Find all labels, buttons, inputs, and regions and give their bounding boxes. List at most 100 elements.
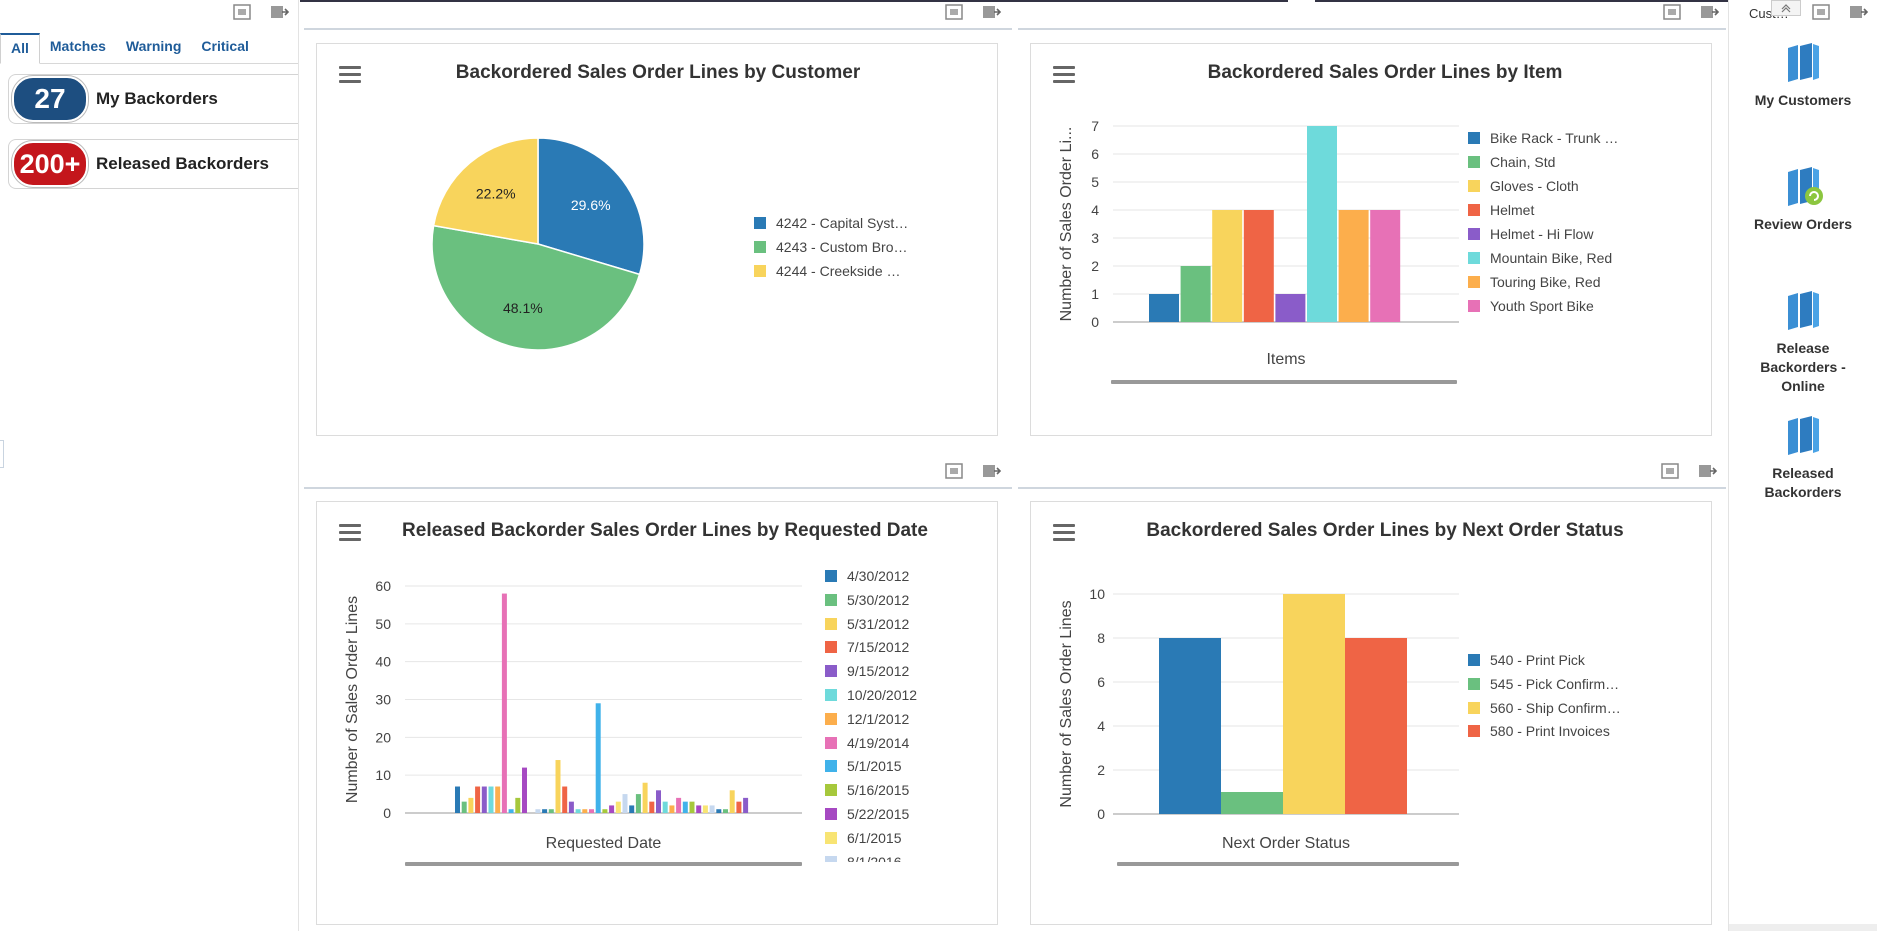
legend-item[interactable]: Touring Bike, Red <box>1468 274 1601 290</box>
legend-item[interactable]: 8/1/2016 <box>825 854 902 862</box>
bar-chart: 0 1 2 3 4 5 6 7 Items Number of Sales Order Li... <box>1058 118 1459 384</box>
bar <box>736 801 742 813</box>
alerts-panel: All Matches Warning Critical 27 My Backo… <box>0 0 299 931</box>
legend-label: 12/1/2012 <box>847 710 910 727</box>
legend-item[interactable]: Helmet <box>1468 202 1534 218</box>
chart-legend: 4/30/2012 5/30/2012 5/31/2012 7/15/2012 9/15… <box>317 502 997 862</box>
legend-swatch <box>1468 180 1480 192</box>
legend-item[interactable]: 5/1/2015 <box>825 758 902 774</box>
legend-swatch <box>1468 252 1480 264</box>
legend-item[interactable]: Chain, Std <box>1468 154 1555 170</box>
hamburger-menu-icon[interactable] <box>1053 66 1075 84</box>
books-refresh-icon <box>1788 167 1823 206</box>
tab-matches[interactable]: Matches <box>49 38 106 54</box>
y-tick-label: 3 <box>1091 230 1099 246</box>
books-icon <box>1788 43 1819 82</box>
bar <box>555 760 561 813</box>
tab-warning[interactable]: Warning <box>125 38 182 54</box>
bar <box>709 805 715 813</box>
maximize-icon[interactable] <box>1662 3 1682 21</box>
legend-item[interactable]: 10/20/2012 <box>825 687 917 703</box>
legend-item[interactable]: 580 - Print Invoices <box>1468 723 1610 739</box>
launch-released-backorders[interactable]: Released Backorders <box>1733 413 1873 502</box>
legend-item[interactable]: Helmet - Hi Flow <box>1468 226 1593 242</box>
y-tick-label: 4 <box>1097 718 1105 734</box>
export-icon[interactable] <box>270 3 290 21</box>
legend-label: 580 - Print Invoices <box>1490 723 1610 740</box>
bar <box>501 593 507 813</box>
collapse-up-icon[interactable] <box>1771 0 1801 16</box>
export-icon[interactable] <box>1700 3 1720 21</box>
legend-item[interactable]: Mountain Bike, Red <box>1468 250 1612 266</box>
bar <box>696 805 702 813</box>
y-axis-title: Number of Sales Order Li... <box>1058 127 1075 322</box>
legend-item[interactable]: 5/16/2015 <box>825 782 909 798</box>
maximize-icon[interactable] <box>944 462 964 480</box>
legend-label: 560 - Ship Confirm… <box>1490 699 1621 716</box>
legend-item[interactable]: 12/1/2012 <box>825 711 909 727</box>
legend-item[interactable]: 9/15/2012 <box>825 663 909 679</box>
export-icon[interactable] <box>982 3 1002 21</box>
legend-item[interactable]: 5/31/2012 <box>825 616 909 632</box>
bar <box>1149 294 1179 322</box>
bar <box>702 805 708 813</box>
bar <box>575 809 581 813</box>
legend-item[interactable]: Gloves - Cloth <box>1468 178 1579 194</box>
slice-label: 48.1% <box>503 300 543 316</box>
bar <box>488 786 494 813</box>
maximize-icon[interactable] <box>1660 462 1680 480</box>
legend-item[interactable]: 4243 - Custom Bro… <box>754 239 908 255</box>
collapse-handle[interactable] <box>0 440 4 468</box>
tab-all[interactable]: All <box>0 33 40 64</box>
legend-item[interactable]: Youth Sport Bike <box>1468 298 1594 314</box>
bar-chart: 0 10 20 30 40 50 60 Requested Date Number of Sal… <box>344 578 802 866</box>
hamburger-menu-icon[interactable] <box>339 524 361 542</box>
x-axis-title: Next Order Status <box>1222 835 1350 852</box>
tab-critical[interactable]: Critical <box>201 38 249 54</box>
legend-label: 4/30/2012 <box>847 568 910 584</box>
legend-label: 7/15/2012 <box>847 639 910 656</box>
launch-release-backorders-online[interactable]: Release Backorders - Online <box>1733 288 1873 396</box>
launch-label: Review Orders <box>1753 216 1853 232</box>
legend-item[interactable]: 4244 - Creekside … <box>754 263 901 279</box>
alert-my-backorders[interactable]: 27 My Backorders <box>8 74 298 124</box>
legend-item[interactable]: Bike Rack - Trunk … <box>1468 130 1618 146</box>
export-icon[interactable] <box>1698 462 1718 480</box>
hamburger-menu-icon[interactable] <box>339 66 361 84</box>
slice-label: 22.2% <box>476 186 516 202</box>
legend-item[interactable]: 5/30/2012 <box>825 592 909 608</box>
legend-item[interactable]: 560 - Ship Confirm… <box>1468 700 1621 716</box>
legend-item[interactable]: 4242 - Capital Syst… <box>754 215 908 231</box>
legend-item[interactable]: 545 - Pick Confirm… <box>1468 676 1619 692</box>
legend-label: 4244 - Creekside … <box>776 263 901 279</box>
bar <box>1345 638 1407 814</box>
launch-my-customers[interactable]: My Customers <box>1733 40 1873 110</box>
alert-released-backorders[interactable]: 200+ Released Backorders <box>8 139 298 189</box>
export-icon[interactable] <box>982 462 1002 480</box>
legend-item[interactable]: 4/19/2014 <box>825 735 909 751</box>
maximize-icon[interactable] <box>1811 3 1831 21</box>
legend-item[interactable]: 7/15/2012 <box>825 639 909 655</box>
legend-item[interactable]: 6/1/2015 <box>825 830 902 846</box>
y-tick-label: 30 <box>375 692 391 708</box>
launch-panel: Cust… My Customers Review Orders Release… <box>1728 0 1877 931</box>
legend-swatch <box>1468 725 1480 738</box>
legend-swatch <box>1468 276 1480 288</box>
legend-label: 5/16/2015 <box>847 782 910 799</box>
launch-review-orders[interactable]: Review Orders <box>1733 164 1873 234</box>
count-badge: 27 <box>12 76 88 122</box>
legend-item[interactable]: 5/22/2015 <box>825 806 909 822</box>
maximize-icon[interactable] <box>232 3 252 21</box>
y-tick-label: 6 <box>1097 674 1105 690</box>
top-border <box>300 0 1288 2</box>
legend-item[interactable]: 4/30/2012 <box>825 568 909 584</box>
legend-label: 5/30/2012 <box>847 591 910 608</box>
legend-label: 4243 - Custom Bro… <box>776 239 908 255</box>
hamburger-menu-icon[interactable] <box>1053 524 1075 542</box>
export-icon[interactable] <box>1849 3 1869 21</box>
legend-swatch <box>825 570 837 582</box>
y-tick-label: 10 <box>1089 586 1105 602</box>
legend-item[interactable]: 540 - Print Pick <box>1468 652 1585 668</box>
maximize-icon[interactable] <box>944 3 964 21</box>
legend-label: Helmet - Hi Flow <box>1490 226 1594 242</box>
